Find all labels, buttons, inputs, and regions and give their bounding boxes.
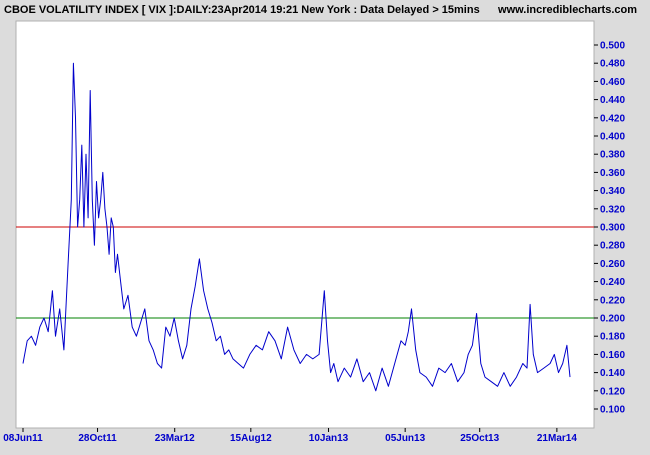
x-tick-label: 28Oct11 [78, 433, 117, 444]
y-tick-label: 0.360 [600, 168, 625, 179]
y-tick-label: 0.440 [600, 95, 625, 106]
y-tick-label: 0.300 [600, 223, 625, 234]
y-tick-label: 0.400 [600, 132, 625, 143]
x-tick-label: 21Mar14 [537, 433, 577, 444]
y-tick-label: 0.460 [600, 77, 625, 88]
y-tick-label: 0.280 [600, 241, 625, 252]
y-tick-label: 0.480 [600, 59, 625, 70]
y-tick-label: 0.340 [600, 186, 625, 197]
chart-title: CBOE VOLATILITY INDEX [ VIX ]:DAILY:23Ap… [4, 4, 480, 16]
source-link[interactable]: www.incrediblecharts.com [497, 4, 637, 16]
y-tick-label: 0.220 [600, 295, 625, 306]
y-tick-label: 0.260 [600, 259, 625, 270]
y-tick-label: 0.240 [600, 277, 625, 288]
x-tick-label: 23Mar12 [155, 433, 195, 444]
y-tick-label: 0.180 [600, 332, 625, 343]
y-tick-label: 0.200 [600, 314, 625, 325]
y-tick-label: 0.100 [600, 405, 625, 416]
y-tick-label: 0.320 [600, 204, 625, 215]
x-tick-label: 10Jan13 [309, 433, 349, 444]
y-tick-label: 0.420 [600, 113, 625, 124]
y-tick-label: 0.120 [600, 386, 625, 397]
x-tick-label: 25Oct13 [460, 433, 499, 444]
plot-area [16, 21, 594, 428]
x-tick-label: 08Jun11 [3, 433, 43, 444]
y-tick-label: 0.140 [600, 368, 625, 379]
y-tick-label: 0.380 [600, 150, 625, 161]
y-tick-label: 0.500 [600, 41, 625, 52]
y-tick-label: 0.160 [600, 350, 625, 361]
x-tick-label: 05Jun13 [385, 433, 425, 444]
x-tick-label: 15Aug12 [230, 433, 272, 444]
